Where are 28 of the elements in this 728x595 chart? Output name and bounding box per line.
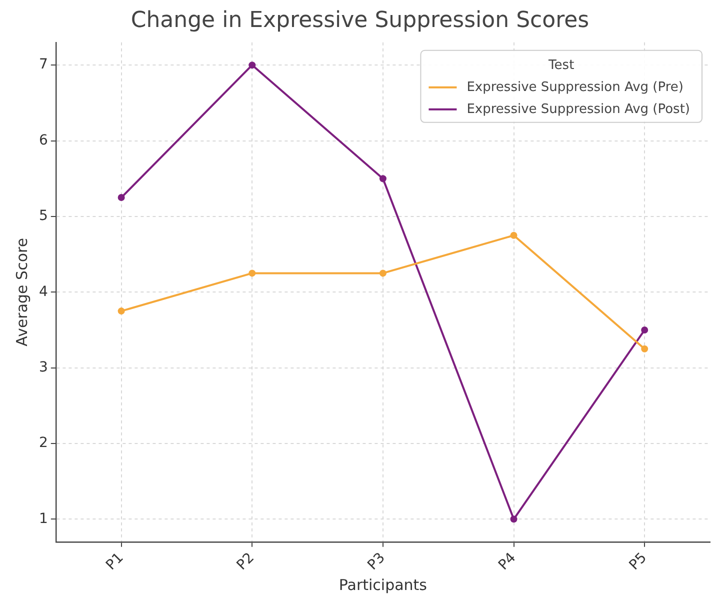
y-tick-label: 3 [38, 359, 48, 376]
x-tick-label: P5 [626, 550, 650, 574]
legend-title: Test [548, 58, 574, 73]
point [641, 345, 648, 352]
y-tick-label: 1 [38, 510, 48, 527]
x-axis-title: Participants [338, 576, 428, 594]
y-tick-label: 4 [38, 284, 48, 300]
point [379, 175, 386, 182]
point [118, 194, 125, 202]
point [248, 270, 256, 277]
x-tick-label: P4 [496, 550, 520, 574]
x-tick-label: P2 [234, 550, 258, 574]
y-tick-label: 5 [38, 208, 48, 224]
legend-label: Expressive Suppression Avg (Pre) [466, 80, 684, 95]
y-tick-label: 6 [38, 132, 48, 148]
point [641, 326, 648, 334]
y-tick-label: 2 [38, 435, 48, 452]
point [379, 270, 386, 277]
x-tick-label: P3 [364, 550, 388, 574]
point [510, 516, 518, 523]
legend-label: Expressive Suppression Avg (Post) [466, 102, 690, 117]
point [510, 232, 518, 239]
chart-title: Change in Expressive Suppression Scores [130, 8, 590, 33]
y-axis-title: Average Score [12, 238, 31, 346]
point [248, 62, 256, 69]
x-tick-label: P1 [103, 550, 127, 574]
y-tick-label: 7 [38, 56, 48, 73]
point [118, 308, 125, 315]
